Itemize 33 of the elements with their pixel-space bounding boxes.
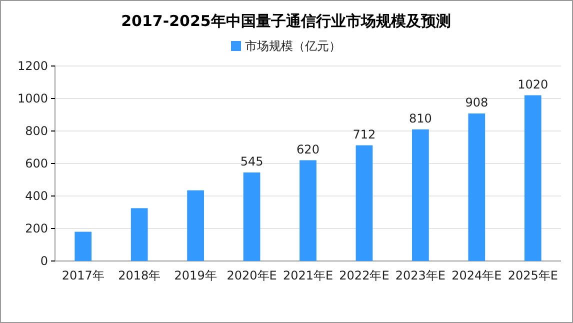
bar (74, 232, 92, 261)
data-label: 712 (352, 127, 376, 142)
y-tick-label: 200 (25, 221, 48, 236)
data-label: 1020 (518, 77, 548, 92)
y-tick-label: 1000 (17, 91, 48, 106)
bar (187, 190, 204, 261)
bar (243, 172, 260, 261)
legend-label: 市场规模（亿元） (245, 39, 341, 53)
data-label: 810 (408, 111, 432, 126)
data-label: 620 (296, 142, 320, 156)
bar (524, 95, 542, 261)
bar (300, 160, 316, 261)
x-tick-label: 2025年E (508, 268, 558, 283)
x-tick-label: 2022年E (339, 268, 390, 283)
x-tick-label: 2018年 (118, 268, 161, 283)
bar (356, 145, 373, 261)
x-tick-label: 2021年E (282, 268, 334, 283)
bar (468, 113, 486, 261)
y-tick-label: 1200 (17, 58, 48, 73)
data-label: 908 (465, 95, 488, 110)
y-tick-label: 600 (25, 156, 48, 170)
bar (130, 208, 148, 261)
y-tick-label: 400 (25, 188, 48, 203)
x-tick-label: 2017年 (62, 268, 104, 283)
chart-title: 2017-2025年中国量子通信行业市场规模及预测 (121, 12, 451, 30)
data-label: 545 (240, 154, 264, 168)
y-tick-label: 0 (40, 254, 48, 268)
y-tick-label: 800 (25, 124, 48, 138)
x-tick-label: 2024年E (452, 268, 502, 283)
x-tick-label: 2019年 (174, 268, 217, 283)
bar (412, 129, 429, 261)
x-tick-label: 2023年E (395, 268, 446, 283)
x-tick-label: 2020年E (226, 268, 277, 283)
